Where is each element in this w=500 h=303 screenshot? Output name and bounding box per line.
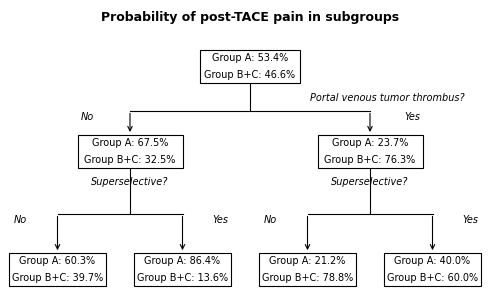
- Text: Group B+C: 60.0%: Group B+C: 60.0%: [387, 273, 478, 283]
- Text: Group A: 67.5%: Group A: 67.5%: [92, 138, 168, 148]
- Text: No: No: [14, 215, 26, 225]
- Text: Group B+C: 13.6%: Group B+C: 13.6%: [137, 273, 228, 283]
- FancyBboxPatch shape: [259, 253, 356, 286]
- Text: Group A: 40.0%: Group A: 40.0%: [394, 256, 470, 266]
- Text: No: No: [81, 112, 94, 122]
- Text: Yes: Yes: [404, 112, 420, 122]
- FancyBboxPatch shape: [384, 253, 481, 286]
- Text: Group B+C: 78.8%: Group B+C: 78.8%: [262, 273, 353, 283]
- FancyBboxPatch shape: [134, 253, 231, 286]
- Text: Probability of post-TACE pain in subgroups: Probability of post-TACE pain in subgrou…: [101, 11, 399, 24]
- Text: Superselective?: Superselective?: [332, 177, 408, 187]
- Text: Group B+C: 46.6%: Group B+C: 46.6%: [204, 70, 296, 80]
- Text: Portal venous tumor thrombus?: Portal venous tumor thrombus?: [310, 93, 464, 104]
- Text: Group B+C: 39.7%: Group B+C: 39.7%: [12, 273, 103, 283]
- FancyBboxPatch shape: [200, 50, 300, 83]
- FancyBboxPatch shape: [318, 135, 422, 168]
- Text: Group A: 23.7%: Group A: 23.7%: [332, 138, 408, 148]
- Text: Group B+C: 76.3%: Group B+C: 76.3%: [324, 155, 416, 165]
- Text: Group A: 53.4%: Group A: 53.4%: [212, 53, 288, 63]
- Text: Yes: Yes: [462, 215, 478, 225]
- Text: Yes: Yes: [212, 215, 228, 225]
- Text: Group A: 21.2%: Group A: 21.2%: [270, 256, 345, 266]
- Text: No: No: [264, 215, 276, 225]
- FancyBboxPatch shape: [78, 135, 182, 168]
- Text: Superselective?: Superselective?: [92, 177, 168, 187]
- Text: Group B+C: 32.5%: Group B+C: 32.5%: [84, 155, 176, 165]
- FancyBboxPatch shape: [9, 253, 106, 286]
- Text: Group A: 60.3%: Group A: 60.3%: [20, 256, 96, 266]
- Text: Group A: 86.4%: Group A: 86.4%: [144, 256, 220, 266]
